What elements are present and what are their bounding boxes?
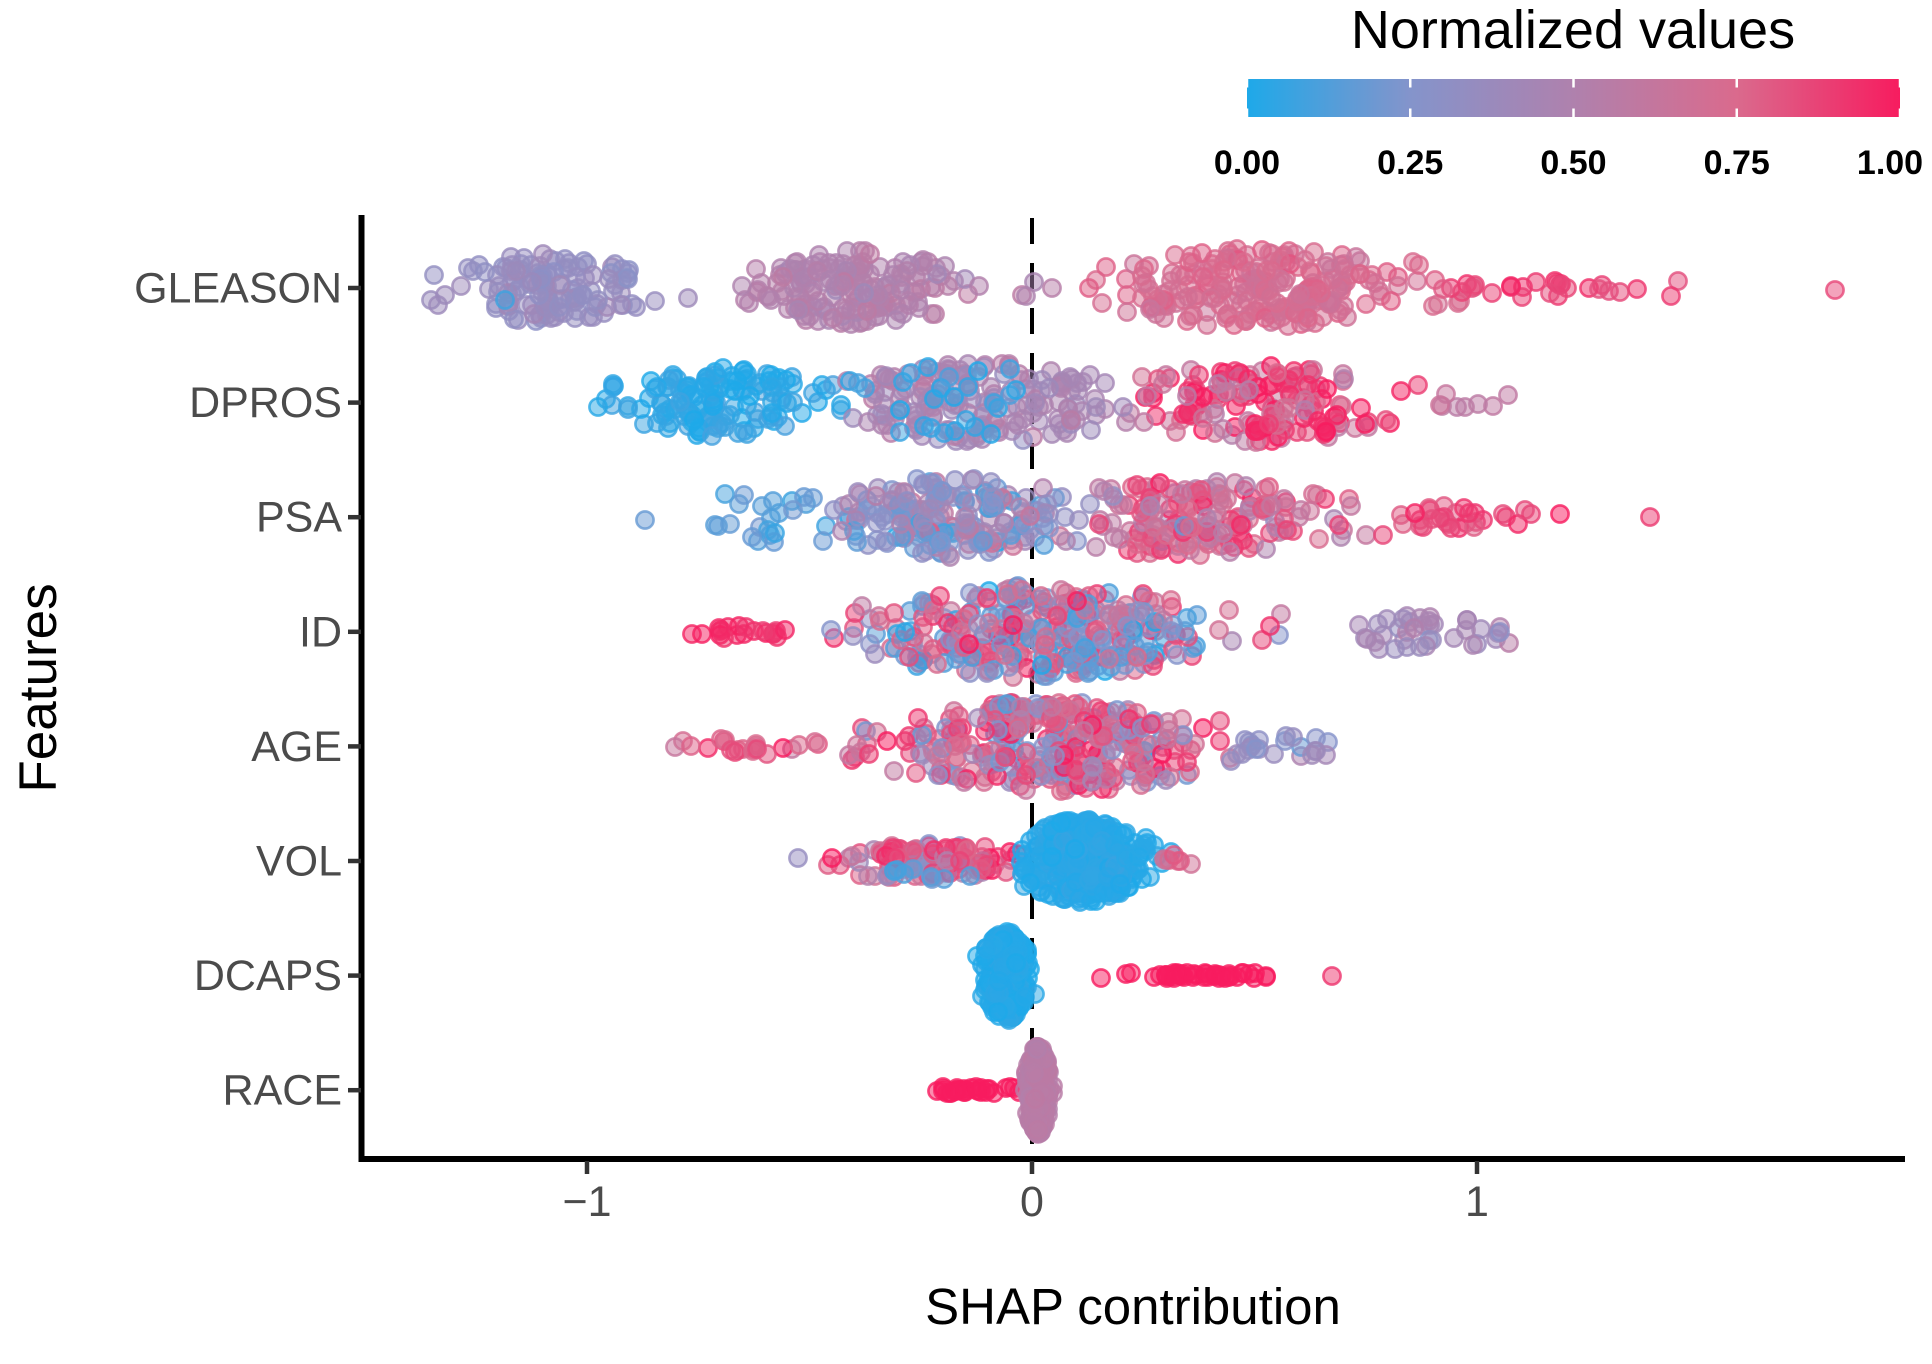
svg-text:−1: −1 bbox=[562, 1178, 611, 1226]
svg-text:Normalized values: Normalized values bbox=[1351, 0, 1795, 60]
svg-text:DPROS: DPROS bbox=[189, 379, 342, 427]
svg-text:0.75: 0.75 bbox=[1704, 144, 1770, 182]
svg-text:0.50: 0.50 bbox=[1540, 144, 1606, 182]
svg-text:SHAP contribution: SHAP contribution bbox=[925, 1278, 1341, 1335]
svg-text:1.00: 1.00 bbox=[1857, 144, 1923, 182]
svg-text:1: 1 bbox=[1465, 1178, 1489, 1226]
svg-text:GLEASON: GLEASON bbox=[134, 265, 342, 313]
svg-text:DCAPS: DCAPS bbox=[194, 952, 342, 1000]
svg-text:Features: Features bbox=[9, 583, 68, 792]
svg-text:AGE: AGE bbox=[251, 723, 342, 771]
svg-text:RACE: RACE bbox=[223, 1067, 342, 1115]
svg-text:VOL: VOL bbox=[256, 838, 342, 886]
svg-text:PSA: PSA bbox=[256, 494, 342, 542]
svg-text:0: 0 bbox=[1020, 1178, 1044, 1226]
svg-text:ID: ID bbox=[299, 608, 342, 656]
svg-text:0.25: 0.25 bbox=[1377, 144, 1443, 182]
svg-text:0.00: 0.00 bbox=[1214, 144, 1280, 182]
